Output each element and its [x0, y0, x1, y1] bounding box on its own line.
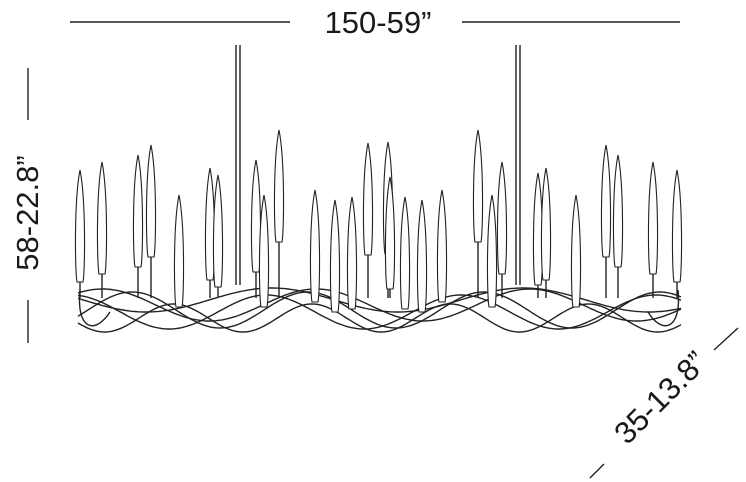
flame [145, 144, 157, 258]
flame [486, 194, 498, 308]
depth-label: 35-13.8” [607, 344, 713, 450]
flame [309, 189, 321, 303]
arm [77, 291, 682, 329]
arm [647, 289, 680, 327]
depth-line-bottom [589, 463, 605, 479]
flame [399, 196, 411, 310]
arm [77, 294, 682, 330]
flame [416, 199, 428, 313]
flame [96, 161, 108, 275]
chandelier [74, 45, 683, 333]
flame [346, 196, 358, 310]
flame [273, 129, 285, 243]
flame [647, 161, 659, 275]
flame [600, 144, 612, 258]
flame [212, 174, 224, 288]
flame [384, 176, 396, 290]
depth-line-top [713, 327, 739, 351]
flame [74, 169, 86, 283]
flame [258, 194, 270, 308]
height-label: 58-22.8” [10, 155, 45, 270]
flame [204, 167, 216, 281]
flame [436, 189, 448, 303]
flame [362, 142, 374, 256]
flame [540, 167, 552, 281]
flame [472, 129, 484, 243]
flame [173, 194, 185, 308]
flame [132, 154, 144, 268]
flame [250, 159, 262, 273]
arm [78, 289, 111, 327]
flame [671, 169, 683, 283]
arm [77, 288, 682, 322]
flame [570, 194, 582, 308]
flame [496, 161, 508, 275]
flame [612, 154, 624, 268]
width-label: 150-59” [325, 5, 432, 40]
flame [329, 199, 341, 313]
